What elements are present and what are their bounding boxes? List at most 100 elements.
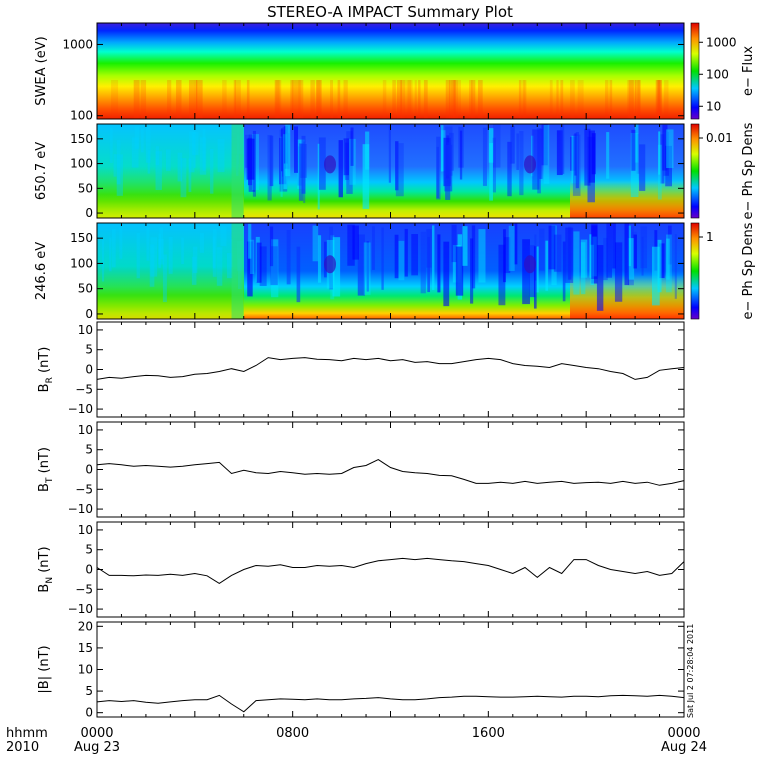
swea-streak (310, 80, 315, 119)
swea-streak (299, 80, 304, 119)
swea-streak (637, 80, 640, 119)
pad246-ytick-label: 100 (70, 256, 93, 270)
pad650-streak (489, 143, 494, 201)
pad246-streak (366, 241, 369, 292)
pad246-streak (533, 246, 537, 309)
bn-ytick-label: 0 (85, 563, 93, 577)
pad650-streak (436, 146, 439, 199)
pad246-streak (591, 223, 598, 279)
pad246-streak (269, 226, 274, 267)
pad246-streak (562, 241, 566, 302)
pad246-streak (192, 246, 198, 273)
pad650-colorbar-label: e− Ph Sp Dens (741, 122, 756, 219)
swea-streak (337, 80, 341, 119)
pad246-streak (159, 227, 164, 260)
bt-series-line (96, 459, 685, 486)
pad650-streak (298, 143, 304, 201)
br-ylabel-unit: (nT) (37, 347, 52, 377)
pad650-streak (294, 126, 298, 173)
pad246-streak (158, 238, 164, 265)
pad650-streak (346, 131, 353, 194)
pad246-streak (592, 236, 597, 277)
plot-title: STEREO-A IMPACT Summary Plot (267, 3, 513, 21)
swea-streak (290, 80, 294, 119)
br-ytick-label: −10 (68, 402, 93, 416)
pad246-colorbar (690, 222, 700, 320)
pad650-streak (395, 141, 399, 191)
bn-ytick-label: 10 (78, 523, 93, 537)
swea-streak (194, 80, 198, 119)
pad246-streak (651, 246, 660, 306)
pad246-streak (580, 239, 588, 278)
pad246-streak (271, 239, 279, 298)
swea-streak (407, 80, 413, 119)
pad650-blob (324, 155, 336, 174)
pad246-streak (539, 228, 545, 271)
pad246-streak (603, 237, 608, 281)
pad650-streak (530, 135, 534, 177)
pad650-streak (440, 125, 444, 172)
pad246-transition-band (231, 223, 244, 319)
pad246-streak (659, 243, 665, 279)
bn-ytick-label: −10 (68, 602, 93, 616)
pad246-streak (111, 228, 116, 268)
pad650-streak (252, 134, 259, 191)
swea-streak (246, 80, 250, 119)
swea-streak (445, 80, 451, 119)
pad246-streak (606, 223, 613, 278)
bt-frame (96, 421, 685, 518)
pad650-streak (349, 138, 356, 185)
swea-streak (400, 80, 406, 119)
pad650-ytick-label: 150 (70, 132, 93, 146)
swea-streak (518, 80, 522, 119)
pad246-streak (565, 227, 574, 283)
pad246-streak (158, 233, 162, 268)
pad650-streak (492, 137, 496, 193)
swea-colorbar-label: e− Flux (741, 46, 756, 96)
x-tick-label: 0800 (276, 726, 309, 741)
pad246-streak (535, 246, 539, 293)
pad246-streak (332, 237, 341, 297)
pad650-ytick-label: 100 (70, 157, 93, 171)
pad650-streak (516, 133, 519, 170)
pad246-streak (101, 239, 105, 282)
pad246-streak (352, 225, 359, 260)
swea-streak (404, 80, 412, 119)
pad246-streak (640, 226, 648, 269)
pad650-streak (141, 128, 144, 153)
bn-frame (96, 521, 685, 618)
swea-streak (189, 80, 195, 119)
bt-panel: 10 5 0 −5 −10 BT (nT) (37, 421, 685, 518)
pad650-ytick-label: 0 (85, 206, 93, 220)
pad650-streak (210, 148, 214, 194)
bt-ytick-label: −10 (68, 502, 93, 516)
swea-streak (418, 80, 421, 119)
pad650-streak (116, 154, 123, 196)
swea-ytick-label: 100 (70, 109, 93, 123)
pad650-streak (362, 144, 370, 209)
pad246-streak (212, 229, 217, 277)
swea-colorbar-tick-label: 100 (706, 67, 729, 81)
swea-streak (343, 80, 348, 119)
pad650-streak (145, 126, 151, 163)
swea-streak (396, 80, 402, 119)
bt-ylabel-main: B (37, 483, 52, 492)
pad650-streak (574, 133, 577, 176)
pad246-streak (256, 242, 262, 283)
swea-streak (234, 80, 241, 119)
pad650-streak (575, 132, 580, 189)
br-ytick-label: 10 (78, 323, 93, 337)
swea-colorbar-tick-label: 1000 (706, 35, 737, 49)
swea-streak (290, 80, 293, 119)
pad246-streak (181, 237, 184, 265)
pad650-streak (445, 126, 453, 176)
pad246-streak (568, 226, 572, 280)
pad650-streak (665, 145, 672, 187)
bmag-panel: 20 15 10 5 0 |B| (nT) (37, 619, 685, 720)
pad650-streak (658, 131, 661, 175)
pad246-streak (471, 225, 476, 289)
x-row1-label: hhmm (6, 726, 48, 741)
swea-streak (471, 80, 476, 119)
pad246-panel: 150 100 50 0 246.6 eV 1 e− Ph Sp Dens (34, 222, 756, 321)
